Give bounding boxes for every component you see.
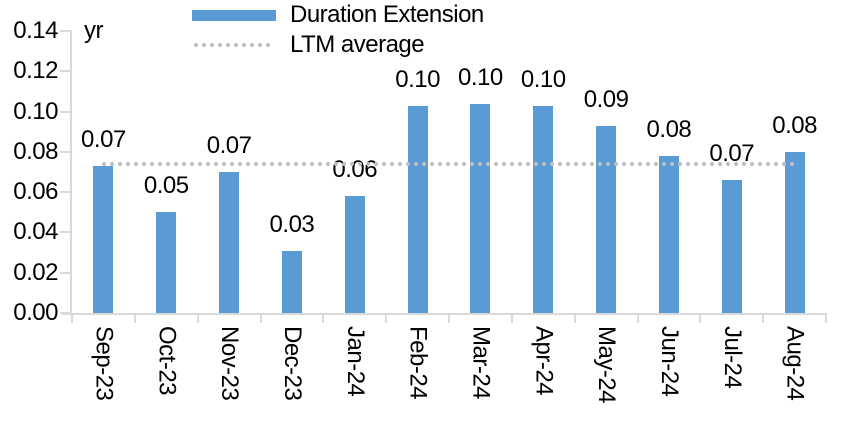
x-axis-tick [71,315,73,323]
x-axis-category-label: May-24 [593,326,621,404]
x-axis-category-label: Jan-24 [341,326,369,397]
x-axis-tick [322,315,325,323]
x-axis-category-label: Jul-24 [718,326,746,389]
y-axis-tick [60,231,70,234]
y-axis-tick-label: 0.08 [13,137,58,165]
bar-data-label: 0.07 [206,132,252,159]
bar [407,105,428,313]
bar [156,212,177,313]
y-axis-tick-label: 0.14 [13,17,58,44]
x-axis-tick [636,315,639,323]
bar [721,180,742,313]
y-axis-tick [60,191,70,194]
x-axis-tick [448,315,450,323]
x-axis-tick [762,315,765,323]
y-axis-tick-label: 0.02 [13,258,58,286]
bar [784,151,805,313]
x-axis-category-label: Dec-23 [278,326,306,401]
y-axis-line [70,30,72,315]
x-axis-line [62,313,827,315]
y-axis-tick [60,271,70,274]
legend: Duration Extension LTM average [192,0,484,60]
x-axis-category-label: Nov-23 [216,326,244,401]
bar-series-swatch-icon [192,9,276,21]
x-axis-tick [196,315,199,323]
bar [344,196,365,313]
legend-label-duration-extension: Duration Extension [290,1,484,28]
y-axis-tick-label: 0.04 [13,218,58,246]
x-axis-category-label: Mar-24 [467,326,495,400]
bar-data-label: 0.06 [332,156,378,184]
bar-data-label: 0.10 [395,65,440,93]
bar-data-label: 0.07 [81,125,126,153]
legend-label-ltm-average: LTM average [290,31,425,58]
bar-data-label: 0.10 [458,63,503,91]
x-axis-tick [573,315,576,323]
x-axis-tick [385,315,388,323]
x-axis-category-label: Feb-24 [404,326,432,400]
ltm-average-line [100,161,798,166]
bar [470,103,491,313]
bar-data-label: 0.09 [583,85,629,113]
x-axis-tick [133,315,136,323]
y-axis-unit-label: yr [84,17,104,44]
y-axis-tick [60,110,70,113]
x-axis-category-label: Sep-23 [90,326,118,401]
x-axis-tick [510,315,513,323]
x-axis-tick [699,315,702,323]
bar [533,105,554,313]
x-axis-category-label: Apr-24 [530,326,558,396]
legend-item-ltm-average: LTM average [192,30,484,60]
y-axis-tick [60,70,70,73]
x-axis-tick [825,315,827,323]
bar [596,125,617,313]
bar [219,172,240,313]
bar [93,165,114,313]
bar-data-label: 0.10 [520,65,566,93]
bar-data-label: 0.08 [646,115,692,143]
y-axis-tick [60,30,70,32]
x-axis-category-label: Aug-24 [781,326,809,401]
y-axis-tick-label: 0.12 [13,57,58,85]
y-axis-tick-label: 0.06 [13,178,58,206]
y-axis-tick [60,150,70,153]
bar [281,250,302,313]
legend-item-duration-extension: Duration Extension [192,0,484,30]
x-axis-tick [259,315,262,323]
y-axis-tick-label: 0.10 [13,97,58,125]
x-axis-category-label: Jun-24 [655,326,683,397]
bar-data-label: 0.05 [143,172,189,200]
x-axis-category-label: Oct-23 [153,326,181,396]
bar-data-label: 0.08 [772,111,817,139]
bar [658,155,679,313]
dotted-line-swatch-icon [192,43,272,47]
bar-data-label: 0.03 [269,210,315,238]
y-axis-tick [60,312,70,314]
y-axis-tick-label: 0.00 [13,299,58,326]
